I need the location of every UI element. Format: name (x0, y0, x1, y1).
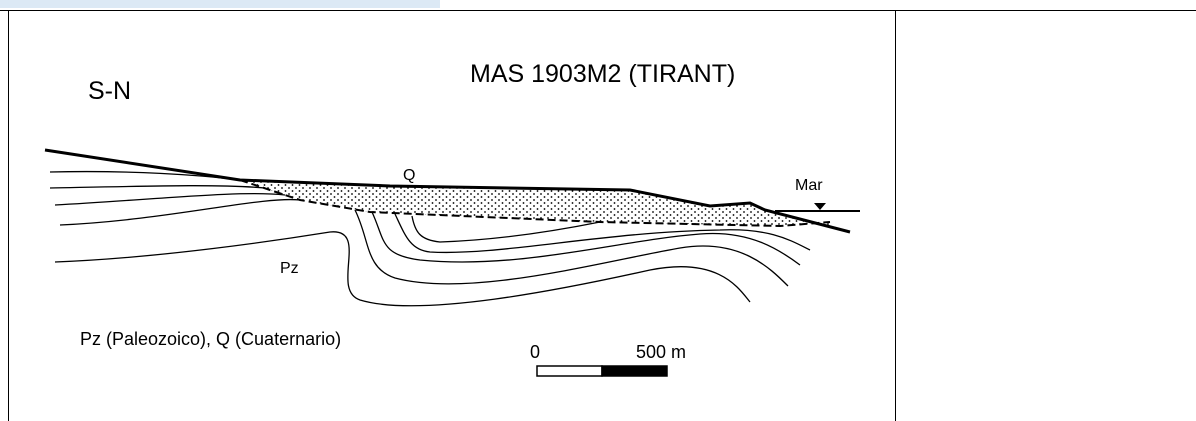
scale-bar-white (537, 366, 602, 376)
paleozoic-label: Pz (280, 260, 299, 277)
scale-bar-black (602, 366, 667, 376)
direction-label: S-N (88, 77, 131, 105)
scale-start: 0 (530, 342, 540, 362)
top-tab (0, 0, 440, 8)
legend-text: Pz (Paleozoico), Q (Cuaternario) (80, 329, 341, 349)
quaternary-label: Q (403, 167, 415, 184)
section-title: MAS 1903M2 (TIRANT) (470, 60, 735, 88)
page: S-N MAS 1903M2 (TIRANT) Q Mar Pz Pz (Pal… (0, 0, 1196, 421)
scale-end: 500 m (636, 342, 686, 362)
sea-label: Mar (795, 177, 823, 194)
figure: S-N MAS 1903M2 (TIRANT) Q Mar Pz Pz (Pal… (0, 0, 1196, 421)
sea-marker (814, 203, 826, 210)
